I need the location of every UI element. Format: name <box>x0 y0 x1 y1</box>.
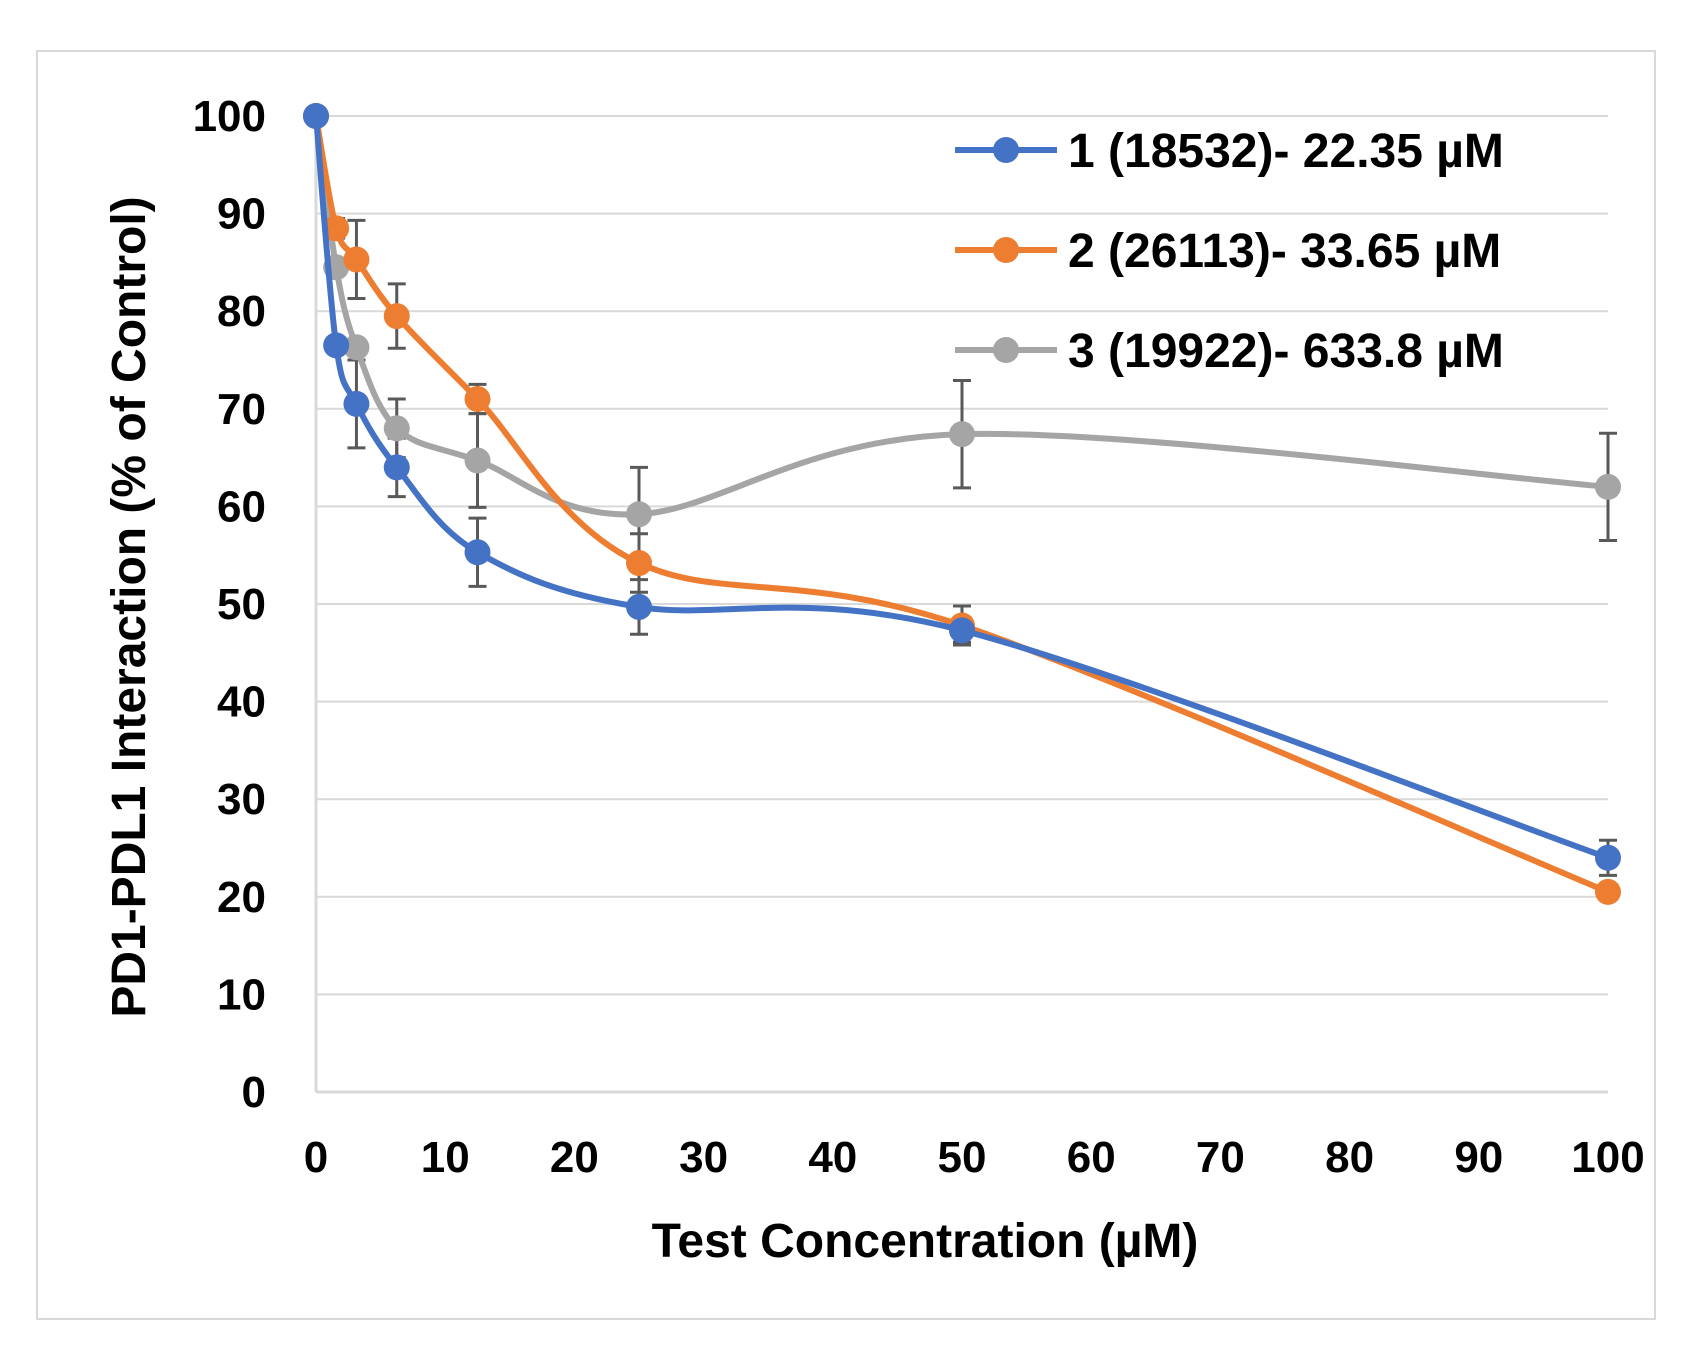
y-tick-label: 60 <box>217 482 266 531</box>
data-point <box>323 332 350 359</box>
data-point <box>383 454 410 481</box>
legend-marker <box>993 337 1019 363</box>
y-tick-labels: 0 10 20 30 40 50 60 70 80 90 100 <box>193 92 266 1117</box>
x-tick-labels: 0 10 20 30 40 50 60 70 80 90 100 <box>304 1133 1645 1182</box>
data-point <box>1595 878 1621 905</box>
x-tick-label: 70 <box>1196 1133 1245 1182</box>
x-tick-label: 80 <box>1325 1133 1374 1182</box>
legend-label: 2 (26113)- 33.65 µM <box>1068 225 1501 278</box>
data-point <box>626 501 652 528</box>
y-tick-label: 10 <box>217 970 266 1019</box>
data-point <box>383 303 410 330</box>
data-point <box>1595 844 1621 871</box>
data-point <box>1595 473 1621 500</box>
data-point <box>949 617 975 644</box>
series <box>303 103 1621 905</box>
x-axis-title: Test Concentration (µM) <box>652 1215 1199 1268</box>
data-point <box>303 103 329 129</box>
x-tick-label: 60 <box>1067 1133 1116 1182</box>
y-tick-label: 70 <box>217 385 266 434</box>
data-point <box>464 447 491 474</box>
x-tick-label: 30 <box>679 1133 728 1182</box>
x-tick-label: 10 <box>421 1133 470 1182</box>
y-tick-label: 50 <box>217 580 266 629</box>
y-tick-label: 90 <box>217 190 266 239</box>
legend-marker <box>993 237 1019 263</box>
legend: 1 (18532)- 22.35 µM 2 (26113)- 33.65 µM 3 … <box>955 125 1504 378</box>
y-tick-label: 100 <box>193 92 266 141</box>
data-point <box>949 421 975 448</box>
data-point <box>343 334 370 361</box>
y-tick-label: 80 <box>217 287 266 336</box>
data-point <box>323 215 350 242</box>
data-point <box>626 550 652 577</box>
y-tick-label: 30 <box>217 775 266 824</box>
y-axis-title: PD1-PDL1 Interaction (% of Control) <box>103 196 156 1017</box>
x-tick-label: 20 <box>550 1133 599 1182</box>
data-point <box>464 386 491 413</box>
y-tick-label: 20 <box>217 873 266 922</box>
data-point <box>626 593 652 620</box>
gridlines <box>316 115 1608 996</box>
data-point <box>383 415 410 442</box>
x-tick-label: 100 <box>1571 1133 1644 1182</box>
axes <box>314 116 1608 1094</box>
x-tick-label: 0 <box>304 1133 328 1182</box>
series-line <box>313 115 1609 518</box>
data-point <box>343 390 370 417</box>
x-tick-label: 50 <box>938 1133 987 1182</box>
legend-label: 1 (18532)- 22.35 µM <box>1068 125 1504 178</box>
data-point <box>464 539 491 566</box>
x-tick-label: 40 <box>808 1133 857 1182</box>
y-tick-label: 0 <box>242 1068 266 1117</box>
legend-marker <box>993 137 1019 163</box>
y-tick-label: 40 <box>217 678 266 727</box>
data-point <box>343 246 370 273</box>
x-tick-label: 90 <box>1454 1133 1503 1182</box>
legend-label: 3 (19922)- 633.8 µM <box>1068 325 1504 378</box>
chart-frame <box>36 50 1656 1320</box>
